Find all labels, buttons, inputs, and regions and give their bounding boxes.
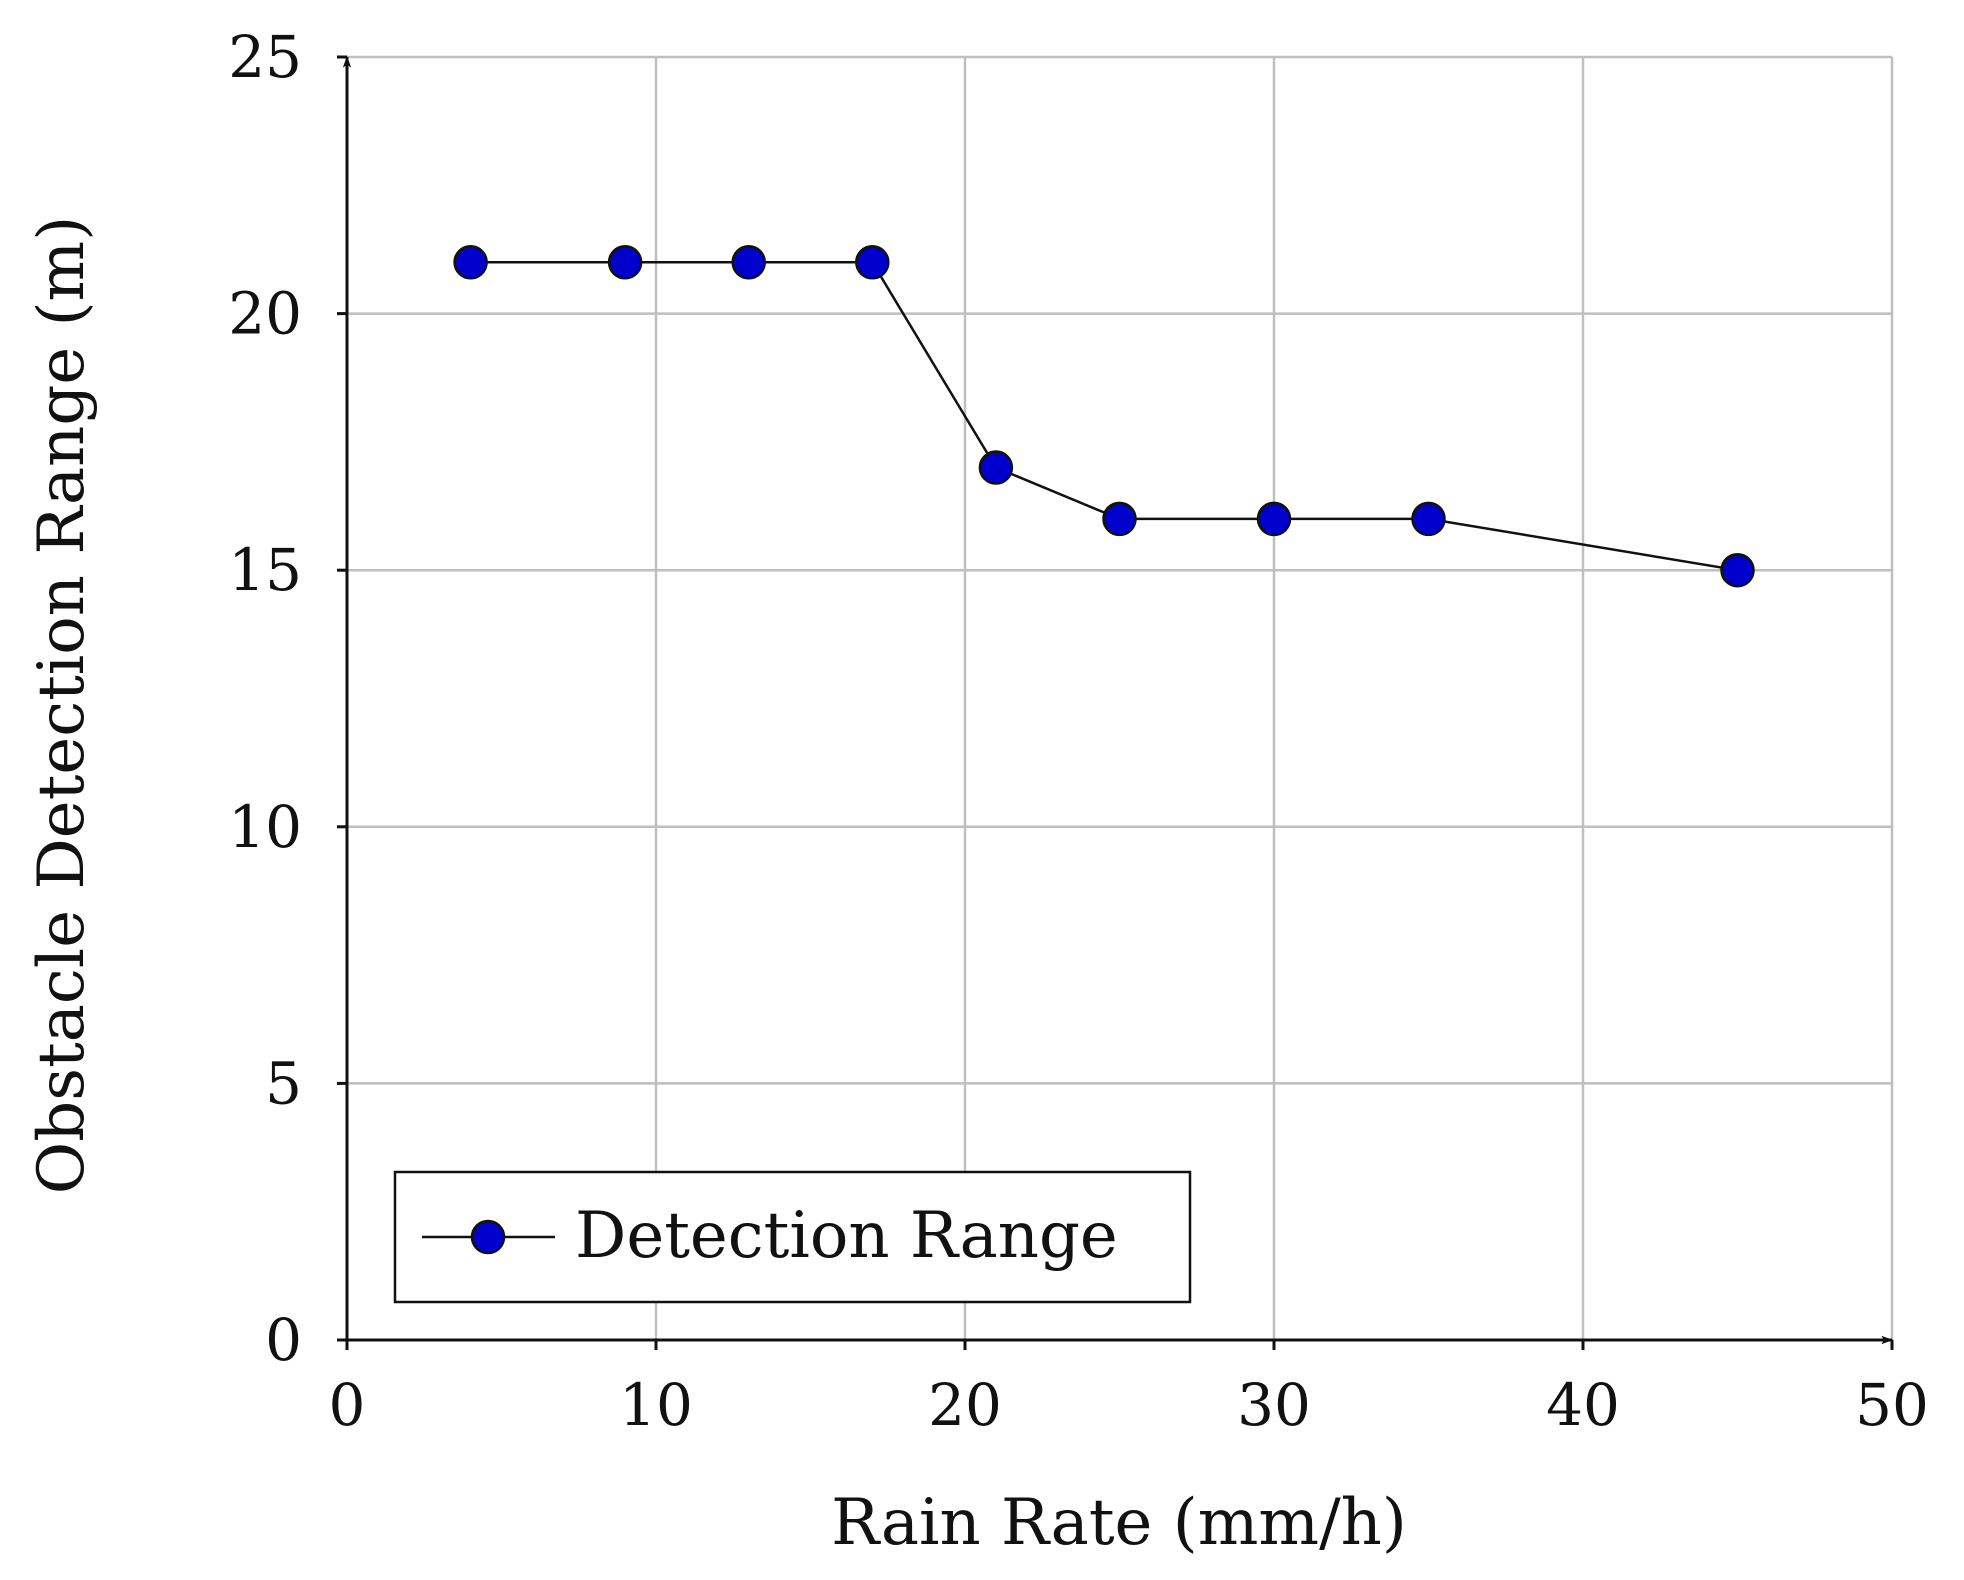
- x-tick-label: 30: [1237, 1371, 1311, 1439]
- data-point: [855, 245, 890, 280]
- data-point: [1256, 501, 1292, 537]
- data-point: [731, 245, 766, 280]
- legend: Detection Range: [393, 1170, 1192, 1304]
- legend-label: Detection Range: [575, 1199, 1118, 1273]
- y-tick-label: 0: [265, 1306, 302, 1374]
- data-point: [1411, 501, 1446, 537]
- series: [453, 245, 1755, 588]
- x-tick-label: 20: [928, 1371, 1002, 1439]
- x-tick-label: 10: [619, 1371, 693, 1439]
- y-tick-label: 20: [228, 280, 302, 348]
- axes: [337, 55, 1894, 1350]
- x-tick-label: 40: [1546, 1371, 1620, 1439]
- data-point: [978, 450, 1014, 485]
- legend-marker: [470, 1219, 506, 1255]
- tick-labels: 0 10 20 30 40 50 0 5 10 15 20 25: [228, 23, 1929, 1439]
- x-tick-label: 0: [329, 1371, 366, 1439]
- grid: [347, 55, 1894, 1340]
- x-tick-label: 50: [1855, 1371, 1929, 1439]
- data-point: [607, 245, 643, 280]
- y-tick-label: 5: [265, 1049, 302, 1117]
- y-tick-label: 25: [228, 23, 302, 91]
- data-point: [1720, 552, 1755, 588]
- x-axis-title: Rain Rate (mm/h): [831, 1486, 1407, 1560]
- y-axis-title: Obstacle Detection Range (m): [25, 216, 99, 1194]
- y-tick-label: 10: [228, 793, 302, 861]
- data-point: [1102, 501, 1137, 537]
- y-tick-label: 15: [228, 536, 302, 604]
- data-point: [453, 245, 488, 280]
